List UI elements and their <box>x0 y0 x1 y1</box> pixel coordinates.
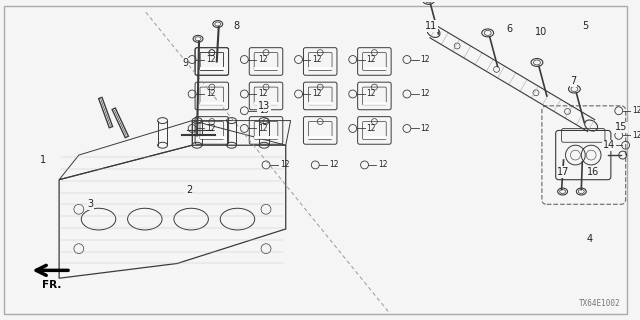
Text: 12: 12 <box>329 160 339 169</box>
Text: 12: 12 <box>420 124 430 133</box>
Text: 12: 12 <box>632 106 640 115</box>
Text: 9: 9 <box>182 59 188 68</box>
Text: 12: 12 <box>206 55 216 64</box>
Text: 12: 12 <box>378 160 388 169</box>
Text: 12: 12 <box>312 55 322 64</box>
Text: 12: 12 <box>367 55 376 64</box>
Text: 16: 16 <box>587 167 599 177</box>
Text: 12: 12 <box>206 124 216 133</box>
Text: 12: 12 <box>632 131 640 140</box>
Text: 12: 12 <box>258 124 268 133</box>
Text: 12: 12 <box>312 90 322 99</box>
Text: 12: 12 <box>420 55 430 64</box>
Text: 12: 12 <box>367 90 376 99</box>
Text: 11: 11 <box>426 21 438 31</box>
Text: 1: 1 <box>40 155 47 165</box>
Text: 14: 14 <box>603 140 615 150</box>
Text: 12: 12 <box>258 55 268 64</box>
Text: 5: 5 <box>582 21 588 31</box>
Text: 17: 17 <box>557 167 570 177</box>
Text: 2: 2 <box>186 185 192 195</box>
Text: 6: 6 <box>506 24 513 34</box>
Text: 4: 4 <box>586 234 592 244</box>
Text: TX64E1002: TX64E1002 <box>579 299 621 308</box>
Text: 7: 7 <box>570 76 577 86</box>
Text: 13: 13 <box>258 101 270 111</box>
Text: 12: 12 <box>420 90 430 99</box>
Text: 12: 12 <box>258 90 268 99</box>
Text: 12: 12 <box>280 160 289 169</box>
Text: 8: 8 <box>234 21 239 31</box>
Text: 12: 12 <box>367 124 376 133</box>
Text: 12: 12 <box>206 90 216 99</box>
Text: 3: 3 <box>88 199 93 209</box>
Text: FR.: FR. <box>42 280 61 290</box>
Text: 13: 13 <box>259 106 269 115</box>
Text: 15: 15 <box>614 123 627 132</box>
Text: 10: 10 <box>535 27 547 37</box>
